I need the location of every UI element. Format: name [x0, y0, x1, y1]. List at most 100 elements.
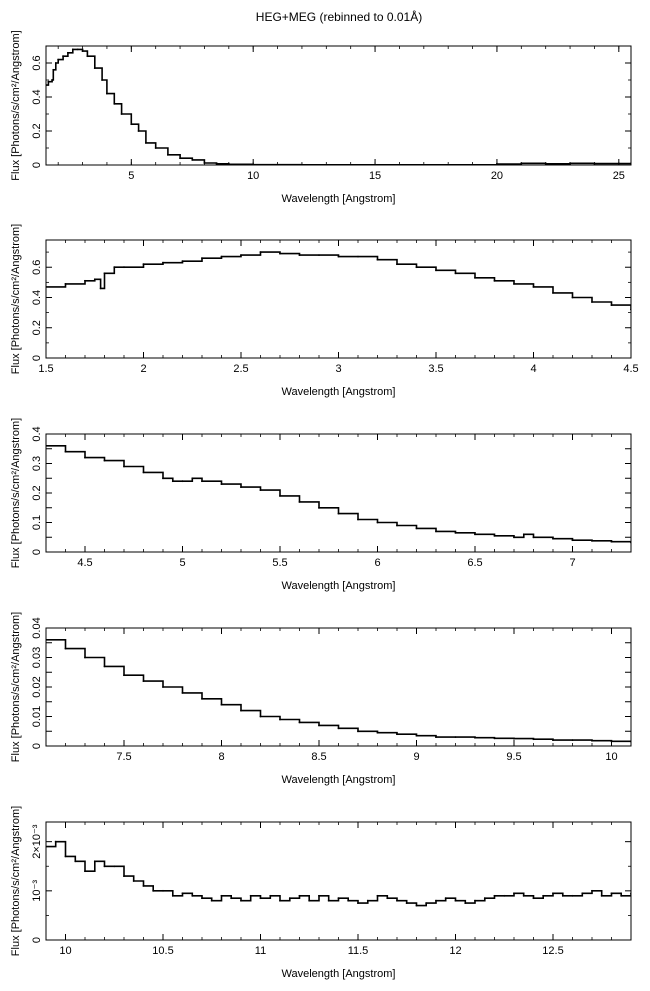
- data-point: [561, 894, 564, 897]
- data-point: [240, 899, 242, 902]
- x-tick-label: 9.5: [506, 751, 521, 763]
- x-tick-label: 25: [613, 170, 625, 182]
- data-point: [415, 904, 418, 907]
- data-point: [593, 162, 596, 165]
- data-point: [435, 736, 437, 738]
- data-point: [259, 489, 262, 491]
- data-point: [435, 899, 437, 902]
- data-point: [630, 740, 631, 743]
- x-tick-label: 11: [255, 945, 266, 957]
- data-point: [474, 276, 476, 279]
- panel-2: 1.5 2 2.5 3 3.5 4 4.5 0 0.2 0.4 0.6 Wavelength [Ang…: [10, 224, 639, 398]
- data-point: [415, 734, 418, 737]
- data-point: [337, 727, 340, 730]
- data-point: [84, 870, 86, 873]
- data-point: [191, 159, 194, 161]
- plot-frame: [45, 433, 632, 553]
- x-tick-label: 3.5: [428, 363, 443, 375]
- spectrum-series-line: [46, 639, 631, 743]
- data-point: [327, 899, 330, 902]
- data-point: [288, 897, 291, 900]
- data-point: [57, 58, 60, 61]
- data-point: [376, 258, 379, 261]
- data-point: [123, 266, 125, 269]
- data-point: [99, 287, 102, 290]
- x-axis-label: Wavelength [Angstrom]: [282, 580, 396, 592]
- data-point: [610, 540, 613, 543]
- x-tick-label: 5.5: [272, 557, 287, 569]
- y-tick-label: 0.04: [31, 617, 43, 638]
- data-point: [167, 153, 169, 156]
- data-point: [447, 163, 450, 165]
- data-point: [76, 48, 79, 51]
- data-point: [106, 92, 108, 95]
- data-point: [610, 892, 613, 895]
- data-point: [298, 894, 301, 897]
- data-point: [425, 902, 428, 904]
- x-tick-label: 10: [605, 751, 617, 763]
- data-point: [532, 536, 535, 539]
- data-point: [496, 163, 498, 165]
- data-point: [71, 48, 74, 51]
- data-point: [532, 286, 535, 288]
- data-point: [84, 656, 86, 659]
- data-point: [215, 162, 218, 165]
- x-tick-label: 1.5: [38, 363, 53, 375]
- y-tick-label: 0.02: [31, 676, 43, 697]
- data-point: [220, 255, 223, 258]
- data-point: [171, 480, 174, 483]
- data-point: [503, 894, 506, 897]
- data-point: [145, 142, 147, 144]
- x-tick-label: 5: [128, 170, 134, 182]
- x-tick-label: 4.5: [623, 363, 638, 375]
- y-tick-label: 0.01: [31, 706, 43, 727]
- y-tick-label: 0.2: [31, 485, 43, 500]
- data-point: [298, 254, 301, 256]
- panel-5: 10 10.5 11 11.5 12 12.5 0 10⁻³ 2×10⁻³ Wavelength …: [10, 806, 632, 980]
- x-tick-label: 2.5: [233, 363, 248, 375]
- y-tick-label: 0.4: [31, 89, 43, 104]
- data-point: [366, 899, 369, 902]
- data-point: [201, 897, 203, 900]
- data-point: [464, 902, 467, 904]
- data-point: [179, 157, 182, 160]
- x-tick-label: 2: [140, 363, 146, 375]
- y-tick-label: 0.03: [31, 647, 43, 668]
- x-tick-label: 10.5: [152, 945, 173, 957]
- x-tick-label: 15: [369, 170, 381, 182]
- data-point: [435, 269, 437, 272]
- y-tick-label: 0.3: [31, 456, 43, 471]
- data-point: [210, 899, 213, 902]
- panel-4: 7.5 8 8.5 9 9.5 10 0 0.01 0.02 0.03 0.04 Wavelength…: [10, 612, 632, 786]
- data-point: [130, 123, 133, 126]
- data-point: [571, 539, 574, 542]
- data-point: [513, 892, 515, 895]
- data-point: [101, 79, 103, 81]
- y-tick-label: 0.6: [31, 55, 43, 70]
- data-point: [279, 495, 281, 497]
- data-point: [220, 894, 223, 897]
- data-point: [240, 486, 242, 488]
- x-tick-label: 20: [491, 170, 503, 182]
- x-tick-label: 5: [179, 557, 185, 569]
- data-point: [552, 739, 554, 741]
- x-axis-label: Wavelength [Angstrom]: [282, 774, 396, 786]
- data-point: [318, 506, 320, 509]
- data-point: [318, 894, 320, 897]
- data-point: [201, 257, 203, 260]
- data-point: [552, 537, 554, 540]
- data-point: [571, 739, 574, 741]
- data-point: [569, 162, 571, 165]
- x-tick-label: 8: [218, 751, 224, 763]
- data-point: [279, 718, 281, 721]
- data-point: [64, 647, 67, 650]
- data-point: [201, 480, 203, 483]
- data-point: [201, 697, 203, 700]
- data-point: [474, 533, 476, 536]
- data-point: [454, 531, 457, 534]
- y-tick-label: 0: [31, 549, 43, 555]
- x-tick-label: 12: [449, 945, 461, 957]
- x-tick-label: 9: [413, 751, 419, 763]
- data-point: [571, 894, 574, 897]
- data-point: [376, 521, 379, 524]
